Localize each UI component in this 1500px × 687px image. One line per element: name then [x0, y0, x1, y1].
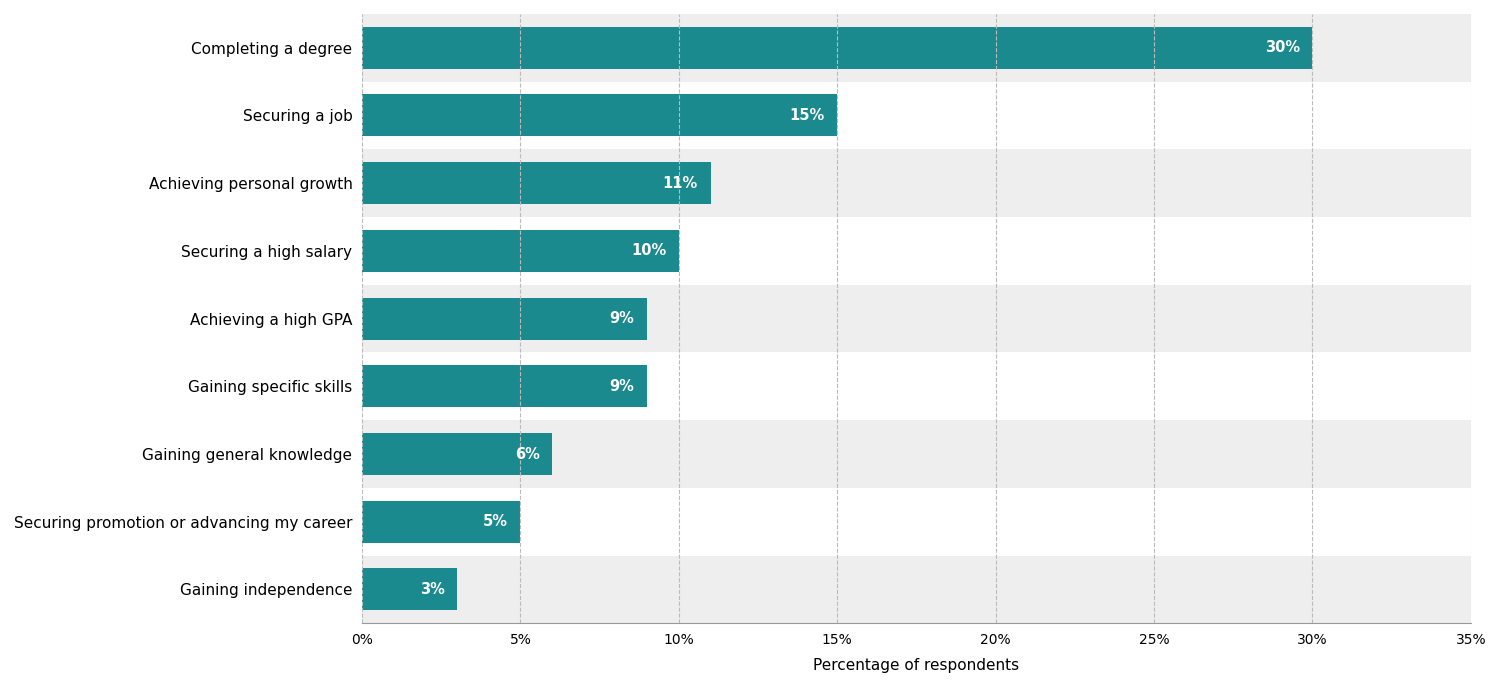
Bar — [362, 284, 1472, 352]
Text: 9%: 9% — [609, 379, 634, 394]
Text: 3%: 3% — [420, 582, 444, 597]
Bar — [362, 230, 680, 272]
Text: 6%: 6% — [514, 447, 540, 462]
X-axis label: Percentage of respondents: Percentage of respondents — [813, 658, 1020, 673]
Text: 15%: 15% — [789, 108, 825, 123]
Bar — [362, 352, 1472, 420]
Bar — [362, 14, 1472, 82]
Bar — [362, 365, 646, 407]
Text: 11%: 11% — [663, 176, 698, 191]
Bar — [362, 568, 458, 611]
Text: 10%: 10% — [632, 243, 666, 258]
Bar — [362, 556, 1472, 623]
Text: 9%: 9% — [609, 311, 634, 326]
Text: 5%: 5% — [483, 514, 508, 529]
Bar — [362, 95, 837, 137]
Bar — [362, 217, 1472, 284]
Bar — [362, 501, 520, 543]
Bar — [362, 297, 646, 339]
Bar — [362, 82, 1472, 149]
Bar — [362, 488, 1472, 556]
Bar — [362, 420, 1472, 488]
Text: 30%: 30% — [1264, 41, 1299, 55]
Bar — [362, 27, 1312, 69]
Bar — [362, 149, 1472, 217]
Bar — [362, 433, 552, 475]
Bar — [362, 162, 711, 204]
